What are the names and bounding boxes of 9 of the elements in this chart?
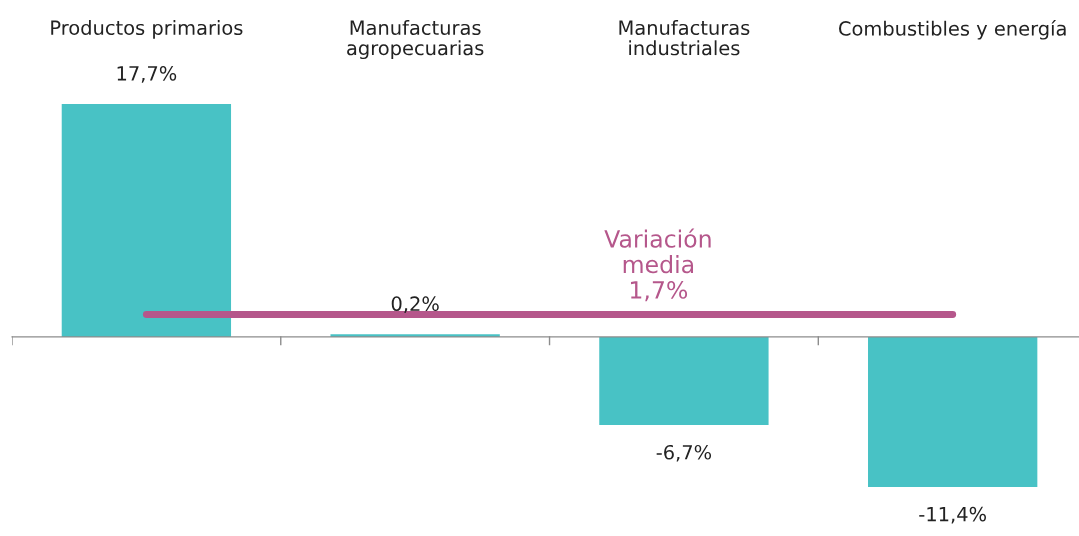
x-tick-label: Combustibles y energía xyxy=(839,20,1066,40)
data-label: 17,7% xyxy=(117,65,177,83)
data-label: 0,2% xyxy=(391,296,439,314)
x-tick-label: Productos primarios xyxy=(51,20,243,39)
data-label: -6,7% xyxy=(656,444,712,462)
x-tick-label: Manufacturas agropecuarias xyxy=(347,20,484,60)
x-tick-label: Manufacturas industriales xyxy=(619,20,750,56)
ref-line-label: Variación media 1,7% xyxy=(604,228,711,302)
data-label: -11,4% xyxy=(919,506,986,524)
